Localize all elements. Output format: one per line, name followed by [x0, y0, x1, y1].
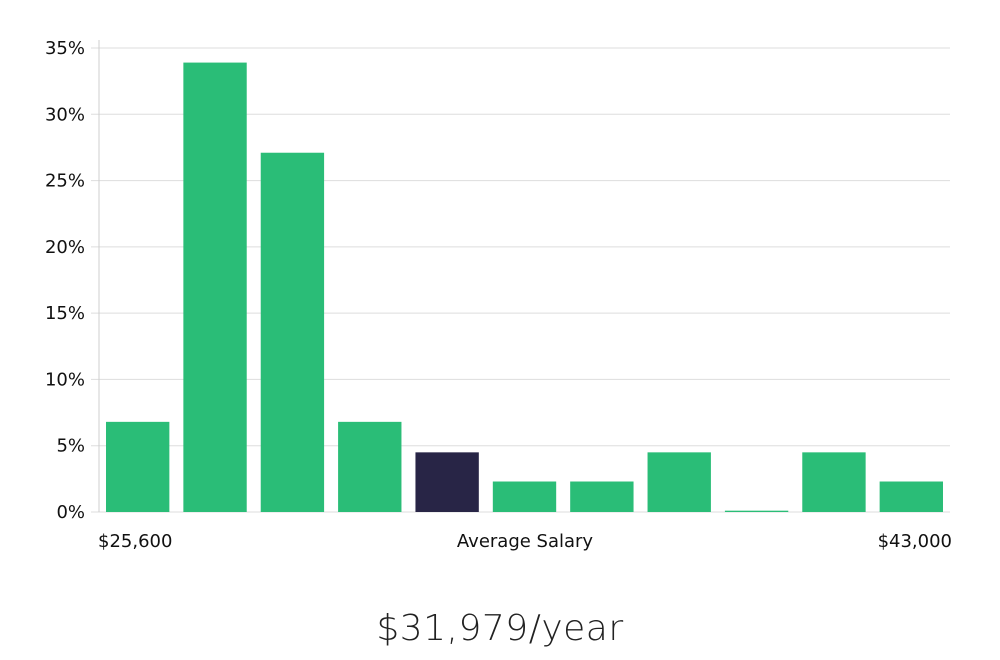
- x-axis-title: Average Salary: [457, 531, 594, 552]
- histogram-bar-highlight: [415, 452, 479, 512]
- x-axis-max-label: $43,000: [878, 531, 952, 552]
- y-tick-label: 5%: [56, 436, 85, 457]
- histogram-bar: [106, 421, 170, 512]
- histogram-bar: [183, 62, 247, 512]
- histogram-bar: [647, 452, 711, 512]
- x-axis-min-label: $25,600: [98, 531, 172, 552]
- y-axis-tick-labels: 0% 5% 10% 15% 20% 25% 30% 35%: [45, 38, 85, 523]
- y-tick-label: 0%: [56, 502, 85, 523]
- y-tick-label: 10%: [45, 369, 85, 390]
- histogram-bar: [260, 152, 325, 512]
- salary-histogram-chart: 0% 5% 10% 15% 20% 25% 30% 35% $25,600 Average S…: [45, 38, 952, 552]
- y-tick-label: 15%: [45, 303, 85, 324]
- histogram-bar: [802, 452, 866, 512]
- histogram-bars: [106, 62, 943, 512]
- y-tick-label: 30%: [45, 104, 85, 125]
- histogram-bar: [879, 481, 943, 512]
- histogram-bar: [570, 481, 634, 512]
- histogram-bar: [724, 510, 789, 512]
- histogram-bar: [338, 421, 402, 512]
- histogram-bar: [492, 481, 557, 512]
- y-tick-label: 25%: [45, 171, 85, 192]
- y-tick-label: 35%: [45, 38, 85, 59]
- average-salary-value: $31,979/year: [376, 608, 624, 649]
- y-tick-label: 20%: [45, 237, 85, 258]
